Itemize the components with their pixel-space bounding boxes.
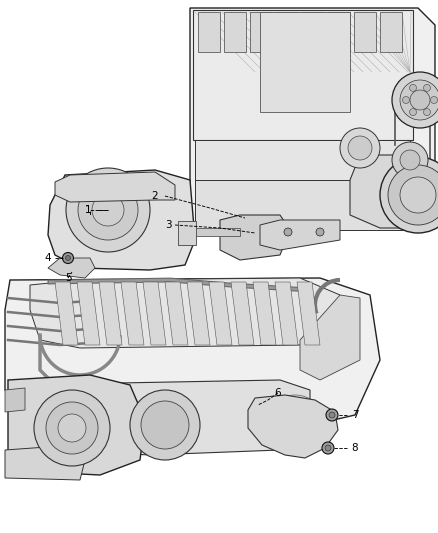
Circle shape [410, 109, 417, 116]
Polygon shape [190, 8, 435, 228]
Polygon shape [5, 445, 85, 480]
Circle shape [348, 136, 372, 160]
Polygon shape [55, 172, 175, 202]
Bar [328, 12, 350, 52]
Polygon shape [260, 220, 340, 250]
Polygon shape [143, 282, 166, 345]
Polygon shape [187, 282, 210, 345]
Bar [195, 140, 410, 180]
Circle shape [316, 228, 324, 236]
Circle shape [46, 402, 98, 454]
Text: 1: 1 [85, 205, 91, 215]
Circle shape [34, 390, 110, 466]
Bar [380, 12, 402, 52]
Circle shape [424, 84, 431, 91]
Circle shape [400, 150, 420, 170]
Circle shape [58, 414, 86, 442]
Circle shape [403, 96, 410, 103]
Circle shape [329, 412, 335, 418]
Circle shape [392, 142, 428, 178]
Circle shape [66, 255, 71, 261]
Bar [276, 12, 298, 52]
Polygon shape [55, 282, 78, 345]
Polygon shape [253, 282, 276, 345]
Polygon shape [300, 295, 360, 380]
Circle shape [410, 84, 417, 91]
Bar [185, 228, 240, 236]
Text: 4: 4 [45, 253, 51, 263]
Circle shape [431, 96, 438, 103]
Circle shape [424, 109, 431, 116]
Circle shape [400, 80, 438, 120]
Polygon shape [5, 278, 380, 438]
Bar [193, 10, 413, 140]
Circle shape [326, 409, 338, 421]
Polygon shape [220, 215, 290, 260]
Polygon shape [248, 395, 338, 458]
Circle shape [380, 157, 438, 233]
Polygon shape [297, 282, 320, 345]
Polygon shape [121, 282, 144, 345]
Polygon shape [8, 375, 145, 475]
Bar [198, 12, 220, 52]
Bar [250, 12, 272, 52]
Polygon shape [275, 282, 298, 345]
Circle shape [392, 72, 438, 128]
Circle shape [322, 442, 334, 454]
Text: 8: 8 [352, 443, 358, 453]
Polygon shape [30, 278, 340, 348]
Text: 7: 7 [352, 410, 358, 420]
Circle shape [130, 390, 200, 460]
Polygon shape [5, 388, 25, 412]
Polygon shape [165, 282, 188, 345]
Polygon shape [48, 258, 95, 278]
Circle shape [388, 165, 438, 225]
Polygon shape [77, 282, 100, 345]
Text: 2: 2 [152, 191, 158, 201]
Bar [302, 12, 324, 52]
Circle shape [92, 194, 124, 226]
Bar [178, 221, 196, 245]
Circle shape [141, 401, 189, 449]
Polygon shape [209, 282, 232, 345]
Polygon shape [350, 155, 435, 228]
Text: 3: 3 [165, 220, 171, 230]
Bar [195, 180, 410, 230]
Circle shape [284, 228, 292, 236]
Circle shape [63, 253, 74, 263]
Polygon shape [48, 170, 195, 270]
Text: 6: 6 [275, 388, 281, 398]
Circle shape [66, 168, 150, 252]
Bar [260, 12, 350, 112]
Polygon shape [99, 282, 122, 345]
Bar [224, 12, 246, 52]
Polygon shape [231, 282, 254, 345]
Bar [354, 12, 376, 52]
Polygon shape [10, 380, 310, 455]
Circle shape [78, 180, 138, 240]
Text: 5: 5 [65, 273, 71, 283]
Text: 1: 1 [85, 205, 91, 215]
Circle shape [325, 445, 331, 451]
Circle shape [400, 177, 436, 213]
Circle shape [340, 128, 380, 168]
Circle shape [410, 90, 430, 110]
